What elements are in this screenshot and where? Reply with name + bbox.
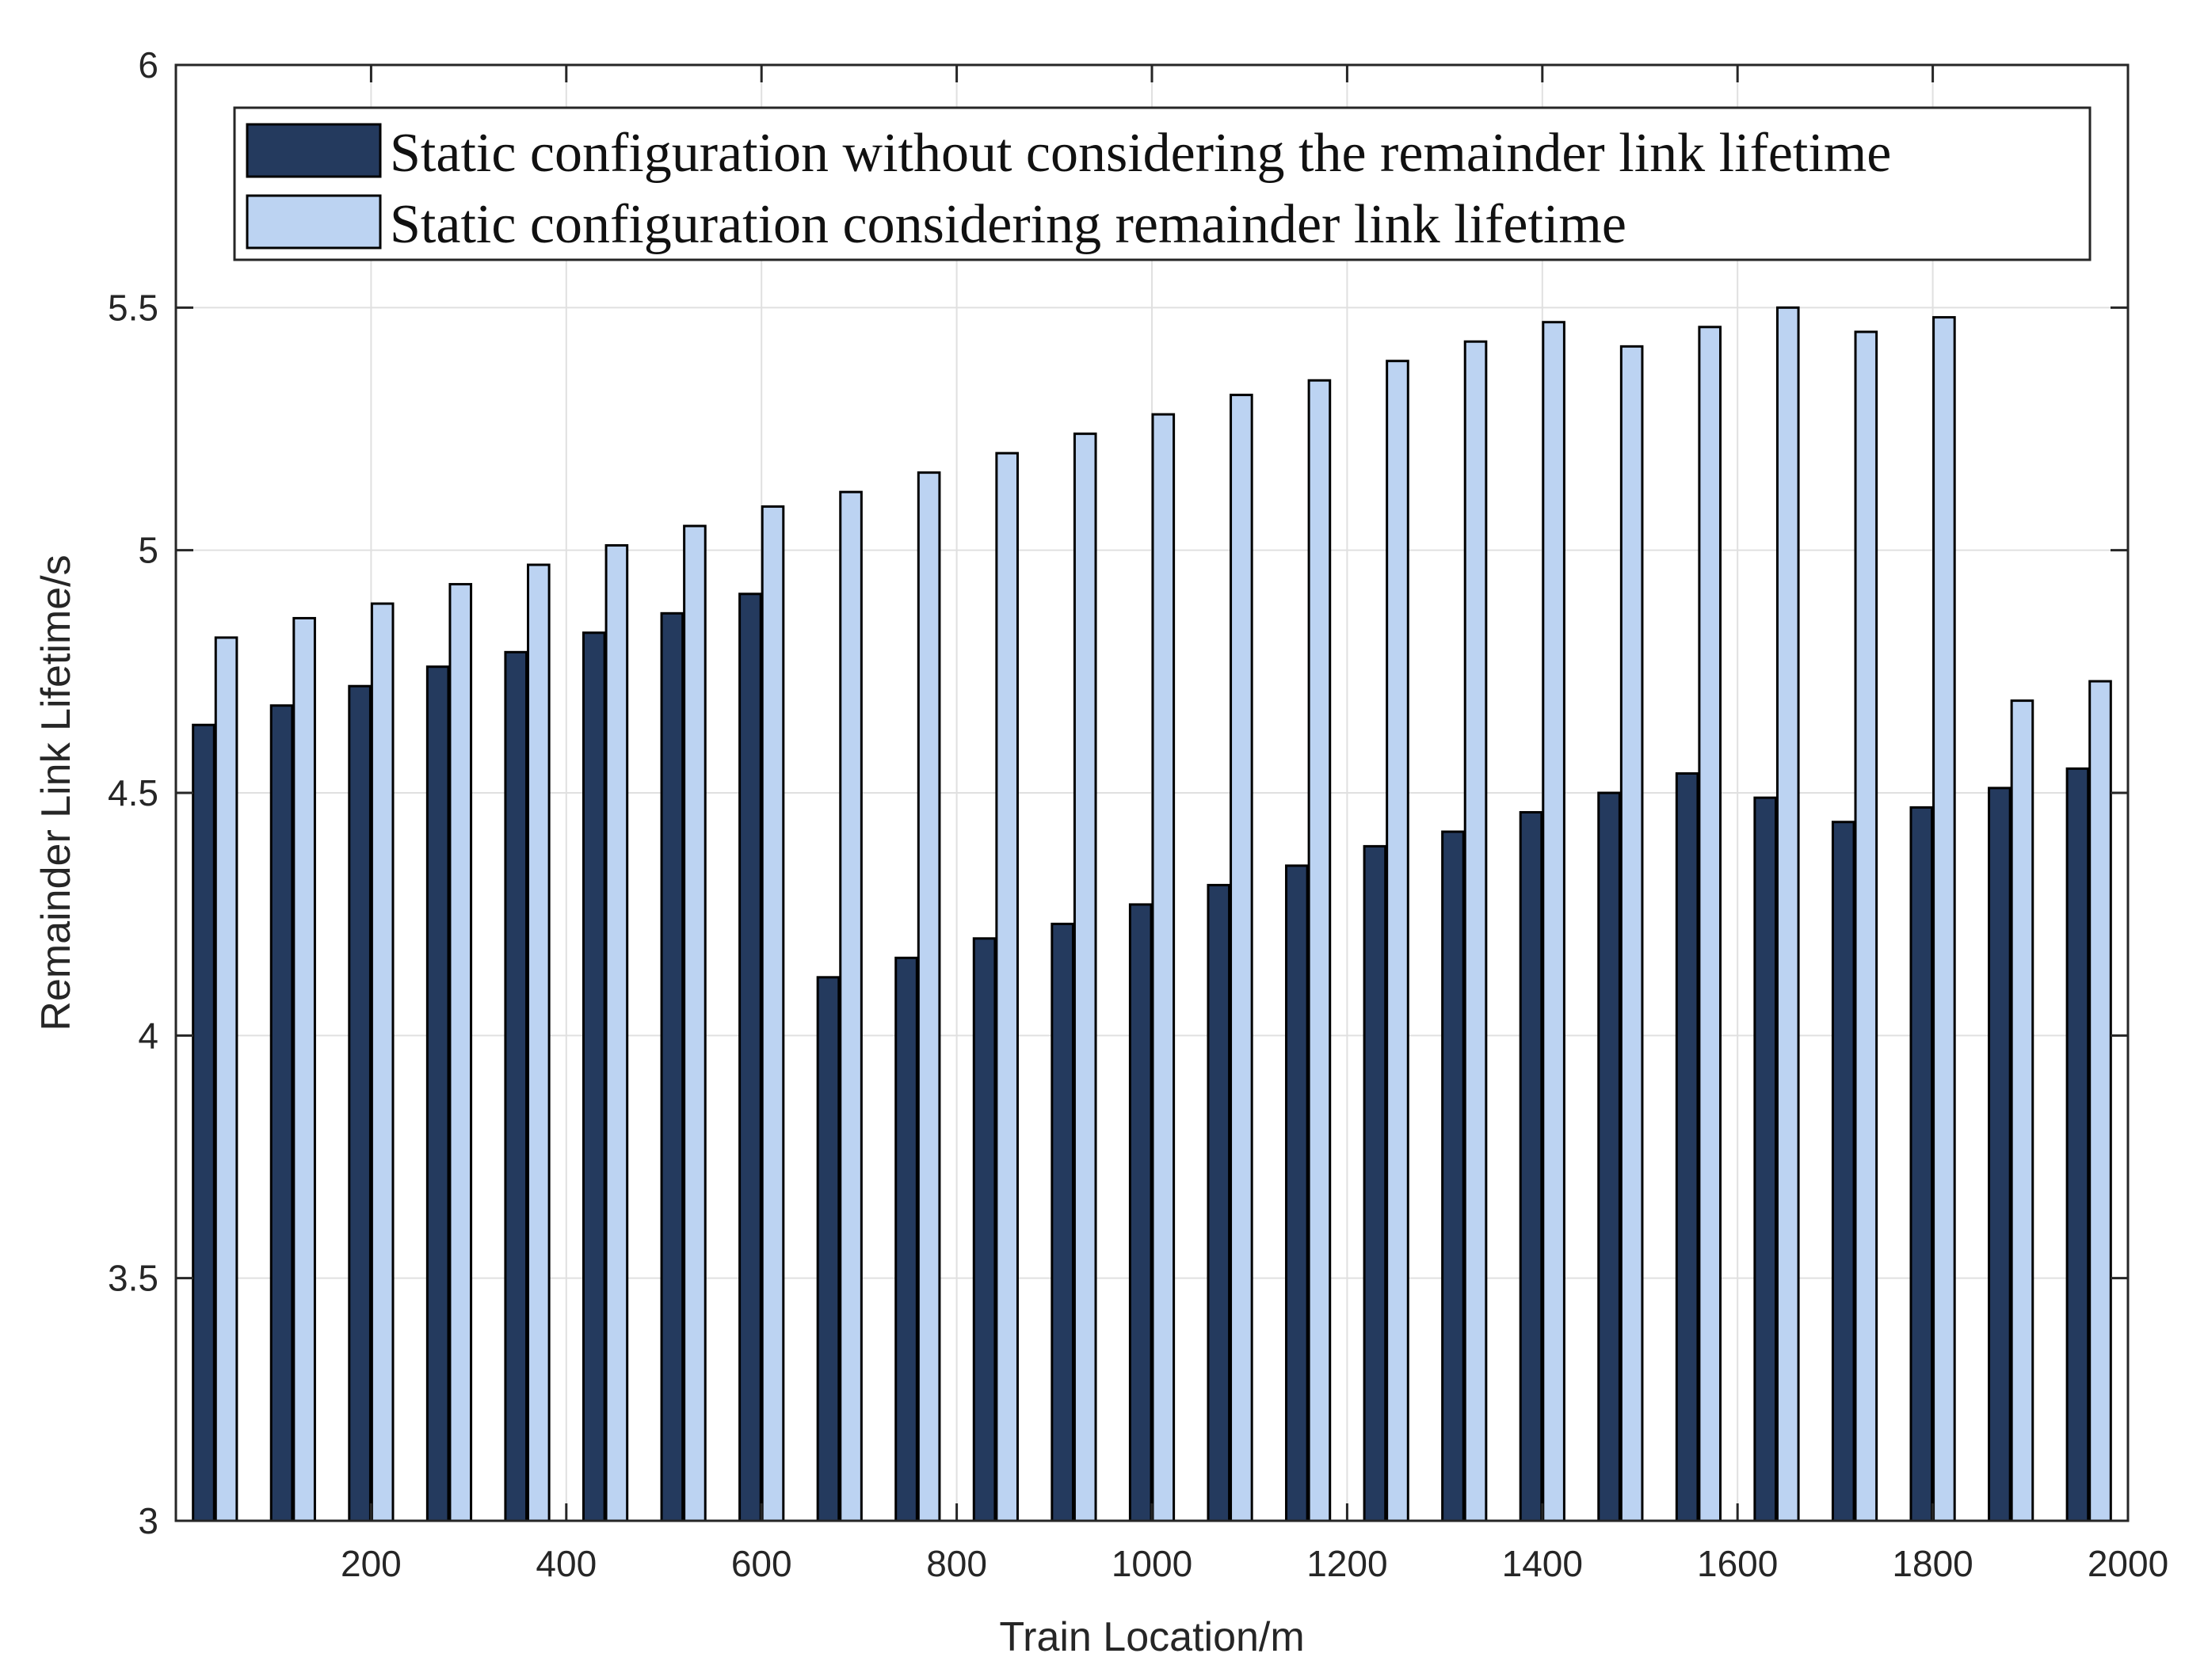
x-axis-label: Train Location/m	[999, 1614, 1304, 1660]
bar-series-2	[917, 471, 941, 1522]
bar-series-2	[292, 616, 316, 1522]
bar-series-2	[1463, 340, 1488, 1522]
y-tick-label: 4.5	[108, 772, 158, 813]
legend-label-series-2: Static configuration considering remaind…	[390, 194, 1626, 255]
x-tick-label: 1400	[1502, 1543, 1583, 1584]
y-tick-label: 5.5	[108, 287, 158, 328]
bar-series-2	[214, 636, 238, 1522]
bar-series-1	[348, 684, 372, 1522]
bar-series-1	[1363, 844, 1387, 1522]
bar-series-2	[1932, 316, 1956, 1522]
bar-series-2	[1854, 330, 1878, 1522]
bar-series-1	[425, 665, 450, 1522]
bar-series-2	[995, 451, 1019, 1522]
x-tick-label: 1000	[1112, 1543, 1192, 1584]
bar-series-1	[1753, 796, 1777, 1522]
x-tick-label: 1800	[1892, 1543, 1973, 1584]
bar-series-2	[839, 490, 863, 1522]
bar-series-1	[660, 611, 684, 1522]
bar-series-1	[504, 650, 528, 1522]
y-axis-label: Remainder Link Lifetime/s	[33, 554, 79, 1030]
bar-series-2	[448, 583, 473, 1522]
legend: Static configuration without considering…	[233, 106, 2092, 261]
bar-series-1	[1988, 787, 2011, 1522]
legend-swatch-series-2	[246, 194, 382, 250]
bar-series-1	[1831, 821, 1855, 1522]
legend-swatch-series-1	[246, 123, 382, 178]
bar-series-2	[1151, 413, 1176, 1522]
bar-series-2	[1619, 345, 1644, 1522]
bar-series-1	[1675, 771, 1699, 1522]
x-tick-label: 400	[536, 1543, 597, 1584]
y-tick-label: 3.5	[108, 1258, 158, 1299]
bar-series-1	[1441, 830, 1465, 1522]
bar-series-1	[972, 937, 997, 1522]
bar-series-2	[1073, 432, 1097, 1522]
bar-series-2	[370, 602, 395, 1522]
bar-series-1	[816, 976, 841, 1522]
y-tick-label: 4	[138, 1015, 158, 1056]
bar-series-2	[1386, 360, 1409, 1522]
bar-series-2	[1542, 321, 1565, 1522]
bar-series-1	[1285, 864, 1309, 1522]
bar-series-2	[1230, 394, 1253, 1522]
bar-series-1	[738, 592, 762, 1522]
y-tick-label: 3	[138, 1500, 158, 1541]
y-tick-label: 5	[138, 530, 158, 571]
bar-series-1	[894, 956, 918, 1522]
axis-ticks	[176, 63, 2130, 1522]
legend-box	[233, 106, 2092, 261]
bar-series-1	[582, 631, 606, 1522]
x-tick-label: 2000	[2088, 1543, 2168, 1584]
bar-series-1	[269, 704, 294, 1522]
legend-label-series-1: Static configuration without considering…	[390, 123, 1891, 184]
bar-series-2	[2010, 699, 2034, 1522]
bar-series-1	[1909, 806, 1934, 1522]
bar-series-1	[1128, 903, 1153, 1522]
x-tick-label: 800	[926, 1543, 987, 1584]
x-tick-label: 1600	[1697, 1543, 1778, 1584]
bar-series-2	[1775, 306, 1800, 1522]
x-tick-labels: 200 400 600 800 1000 1200 1400 1600 1800 2000	[341, 1543, 2168, 1584]
bar-series-2	[761, 505, 785, 1522]
bars	[192, 306, 2112, 1522]
y-tick-label: 6	[138, 44, 158, 86]
y-tick-labels: 3 3.5 4 4.5 5 5.5 6	[108, 44, 158, 1541]
x-tick-label: 200	[341, 1543, 402, 1584]
x-tick-label: 600	[731, 1543, 792, 1584]
bar-series-1	[192, 723, 215, 1522]
bar-series-1	[1597, 791, 1621, 1522]
bar-series-2	[1307, 379, 1332, 1522]
bar-series-2	[2088, 680, 2112, 1522]
bar-series-2	[683, 524, 707, 1522]
bar-series-1	[2065, 767, 2090, 1522]
x-tick-label: 1200	[1306, 1543, 1387, 1584]
bar-series-1	[1207, 883, 1231, 1522]
bar-series-2	[1698, 326, 1722, 1522]
bar-series-2	[527, 563, 551, 1522]
bar-series-1	[1519, 811, 1543, 1522]
bar-series-1	[1051, 922, 1074, 1522]
bar-series-2	[604, 544, 629, 1522]
